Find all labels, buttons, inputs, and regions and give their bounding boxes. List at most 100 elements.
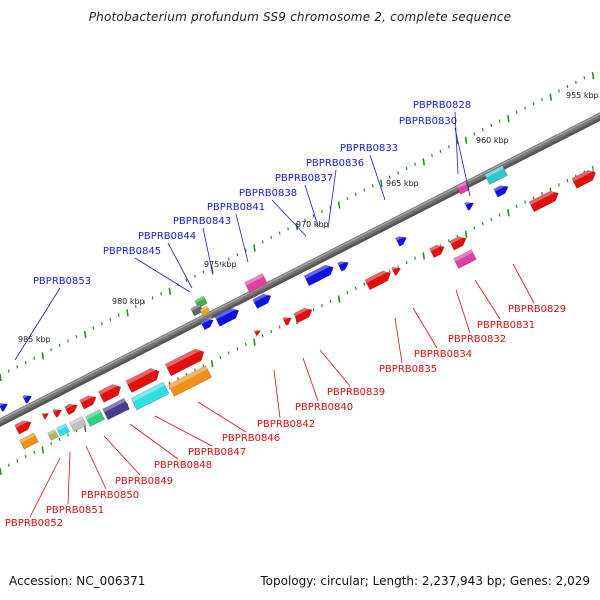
gene-reverse-cyan-shine bbox=[131, 382, 165, 402]
gene-reverse bbox=[98, 381, 122, 403]
tick-mark bbox=[134, 304, 137, 309]
tick-mark bbox=[7, 369, 10, 373]
gene-reverse-body bbox=[41, 412, 50, 421]
scale-tick-label: 970 kbp bbox=[296, 220, 329, 229]
tick-mark bbox=[261, 240, 264, 244]
gene-reverse bbox=[571, 167, 597, 189]
gene-label-reverse: PBPRB0848 bbox=[154, 460, 212, 471]
tick-mark bbox=[354, 286, 357, 290]
tick-mark bbox=[50, 442, 52, 446]
gene-forward-green-shine bbox=[194, 296, 205, 303]
gene-reverse-body bbox=[98, 384, 122, 403]
gene-forward-orange-body bbox=[199, 305, 211, 317]
tick-mark bbox=[397, 265, 400, 269]
gene-reverse-body bbox=[64, 403, 78, 416]
tick-mark bbox=[363, 188, 366, 192]
gene-reverse-body bbox=[164, 348, 205, 377]
gene-forward bbox=[395, 233, 407, 247]
gene-forward-body bbox=[214, 308, 240, 327]
gene-reverse bbox=[293, 305, 313, 323]
gene-label-reverse: PBPRB0852 bbox=[5, 518, 63, 529]
gene-forward-body bbox=[200, 318, 214, 331]
tick-mark bbox=[371, 184, 374, 188]
gene-forward-body bbox=[252, 293, 272, 309]
tick-mark bbox=[0, 373, 2, 382]
gene-label-reverse: PBPRB0842 bbox=[257, 419, 315, 430]
tick-mark bbox=[532, 196, 535, 200]
label-leader-line bbox=[302, 357, 319, 402]
gene-reverse-cyan-body bbox=[56, 423, 70, 437]
gene-reverse-body bbox=[79, 395, 97, 410]
tick-mark bbox=[456, 140, 459, 145]
gene-reverse-shine bbox=[98, 381, 120, 395]
gene-reverse-shine bbox=[64, 401, 77, 410]
gene-reverse-body bbox=[125, 367, 160, 393]
scale-tick-label: 985 kbp bbox=[18, 335, 51, 344]
gene-forward bbox=[464, 199, 475, 211]
label-leader-line bbox=[474, 279, 501, 320]
gene-reverse-cyan-shine bbox=[56, 423, 67, 431]
tick-mark bbox=[481, 128, 484, 132]
gene-reverse bbox=[125, 365, 160, 393]
tick-mark bbox=[473, 132, 476, 136]
tick-mark bbox=[541, 97, 543, 102]
label-leader-line bbox=[412, 307, 438, 349]
gene-forward bbox=[200, 316, 214, 331]
tick-mark bbox=[541, 191, 543, 196]
tick-mark bbox=[253, 338, 256, 346]
gene-reverse bbox=[282, 314, 293, 326]
gene-label-forward: PBPRB0828 bbox=[413, 100, 471, 111]
scale-tick-label: 975 kbp bbox=[204, 260, 237, 269]
gene-forward-shine bbox=[214, 305, 238, 320]
tick-mark bbox=[321, 303, 323, 308]
tick-mark bbox=[558, 183, 560, 187]
gene-forward bbox=[22, 392, 33, 404]
tick-mark bbox=[75, 335, 78, 339]
label-leader-line bbox=[14, 287, 61, 361]
tick-mark bbox=[33, 450, 36, 454]
tick-mark bbox=[16, 365, 19, 369]
gene-reverse-body bbox=[364, 270, 391, 291]
tick-mark bbox=[575, 80, 577, 84]
label-leader-line bbox=[202, 227, 214, 276]
gene-reverse-green-shine bbox=[85, 409, 102, 420]
label-leader-line bbox=[134, 257, 191, 293]
label-leader-line bbox=[512, 263, 535, 304]
gene-reverse-body bbox=[391, 267, 402, 276]
gene-reverse-cyan-body bbox=[130, 381, 170, 411]
gene-reverse bbox=[253, 327, 262, 337]
gene-forward-pink-shine bbox=[244, 273, 264, 286]
gene-forward-shine bbox=[22, 392, 31, 399]
gene-reverse bbox=[64, 401, 78, 416]
scale-tick-label: 980 kbp bbox=[112, 297, 145, 306]
gene-reverse-silver bbox=[69, 415, 87, 433]
tick-mark bbox=[244, 342, 247, 347]
gene-reverse-indigo bbox=[102, 397, 130, 421]
tick-mark bbox=[244, 248, 247, 253]
tick-mark bbox=[549, 93, 552, 101]
gene-forward-cyan bbox=[484, 165, 508, 185]
label-leader-line bbox=[273, 369, 281, 419]
gene-label-reverse: PBPRB0831 bbox=[477, 320, 535, 331]
gene-reverse-pink bbox=[453, 249, 477, 269]
gene-forward-green-body bbox=[194, 295, 208, 309]
label-leader-line bbox=[235, 213, 249, 263]
gene-forward-shine bbox=[304, 262, 333, 279]
gene-label-reverse: PBPRB0846 bbox=[222, 433, 280, 444]
label-leader-line bbox=[197, 401, 247, 433]
gene-forward-shine bbox=[0, 400, 7, 407]
label-line-layer bbox=[14, 111, 535, 518]
backbone-layer bbox=[0, 112, 600, 427]
gene-label-reverse: PBPRB0835 bbox=[379, 364, 437, 375]
gene-label-forward: PBPRB0853 bbox=[33, 276, 91, 287]
label-leader-line bbox=[455, 289, 471, 334]
tick-mark bbox=[227, 351, 230, 355]
label-leader-line bbox=[454, 127, 471, 197]
tick-mark bbox=[337, 295, 341, 303]
gene-forward-pink bbox=[244, 273, 268, 293]
label-leader-line bbox=[167, 242, 193, 289]
gene-label-reverse: PBPRB0849 bbox=[115, 476, 173, 487]
gene-label-forward: PBPRB0837 bbox=[275, 173, 333, 184]
gene-reverse-body bbox=[429, 244, 445, 259]
tick-mark bbox=[490, 217, 493, 221]
